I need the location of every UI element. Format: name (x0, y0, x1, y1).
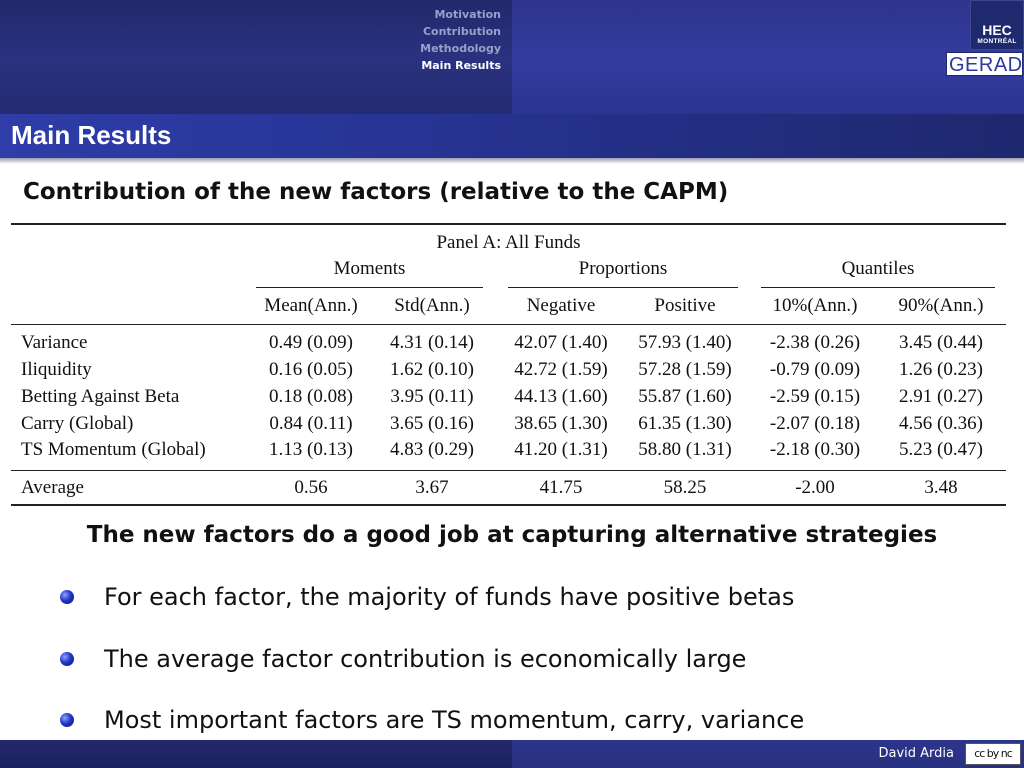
table-cell: 0.84 (0.11) (269, 413, 353, 434)
creative-commons-badge: cc by nc (965, 743, 1021, 765)
hec-montreal-logo: HEC MONTRÉAL (970, 0, 1024, 50)
table-cell: 3.95 (0.11) (390, 386, 474, 407)
average-cell: -2.00 (795, 477, 835, 498)
group-rule-quantiles (761, 287, 995, 288)
table-cell: 4.31 (0.14) (390, 332, 474, 353)
average-cell: 3.67 (415, 477, 449, 498)
gerad-logo: GERAD (946, 52, 1023, 76)
table-cell: 41.20 (1.31) (514, 439, 608, 460)
footer-right-panel (512, 740, 1024, 768)
average-cell: 58.25 (663, 477, 707, 498)
average-cell: 0.56 (294, 477, 328, 498)
header-right-panel (512, 0, 1024, 114)
header-bottom-rule (11, 324, 1006, 325)
hec-logo-text: HEC (982, 22, 1012, 38)
footer-author: David Ardia (878, 746, 954, 761)
table-cell: 1.26 (0.23) (899, 359, 983, 380)
table-cell: 4.56 (0.36) (899, 413, 983, 434)
gerad-logo-text: GERAD (949, 54, 1023, 76)
table-cell: 61.35 (1.30) (638, 413, 732, 434)
row-label: Carry (Global) (21, 413, 134, 434)
results-table: Panel A: All Funds Moments Proportions Q… (11, 222, 1006, 506)
group-rule-proportions (508, 287, 738, 288)
table-cell: 3.45 (0.44) (899, 332, 983, 353)
header-bar: Motivation Contribution Methodology Main… (0, 0, 1024, 114)
group-rule-moments (256, 287, 483, 288)
table-cell: -2.18 (0.30) (769, 439, 861, 460)
bullet-text: For each factor, the majority of funds h… (104, 583, 795, 611)
table-cell: 57.28 (1.59) (638, 359, 732, 380)
slide-subtitle: Contribution of the new factors (relativ… (23, 179, 729, 205)
key-finding-headline: The new factors do a good job at capturi… (86, 522, 938, 548)
table-cell: 0.49 (0.09) (269, 332, 353, 353)
average-cell: 41.75 (539, 477, 583, 498)
table-cell: 55.87 (1.60) (638, 386, 732, 407)
table-cell: 0.16 (0.05) (269, 359, 353, 380)
table-cell: 58.80 (1.31) (638, 439, 732, 460)
column-header-q90: 90%(Ann.) (898, 295, 984, 316)
table-cell: 38.65 (1.30) (514, 413, 608, 434)
row-label: Betting Against Beta (21, 386, 180, 407)
table-cell: 0.18 (0.08) (269, 386, 353, 407)
column-header-std: Std(Ann.) (394, 295, 470, 316)
group-header-proportions: Proportions (578, 258, 668, 279)
license-badge-text: cc by nc (974, 747, 1013, 760)
bullet-icon (60, 652, 74, 666)
table-cell: 1.13 (0.13) (269, 439, 353, 460)
row-label: TS Momentum (Global) (21, 439, 206, 460)
table-top-rule (11, 223, 1006, 225)
table-cell: 5.23 (0.47) (899, 439, 983, 460)
footer-left-panel (0, 740, 512, 768)
row-label: Variance (21, 332, 88, 353)
bullet-icon (60, 590, 74, 604)
nav-item-contribution[interactable]: Contribution (422, 25, 501, 38)
bullet-icon (60, 713, 74, 727)
group-header-moments: Moments (333, 258, 406, 279)
table-cell: -2.07 (0.18) (769, 413, 861, 434)
frame-title-bar (0, 114, 1024, 158)
table-cell: -2.59 (0.15) (769, 386, 861, 407)
table-cell: -0.79 (0.09) (769, 359, 861, 380)
table-cell: 44.13 (1.60) (514, 386, 608, 407)
section-navigation: Motivation Contribution Methodology Main… (420, 6, 501, 74)
row-label: Iliquidity (21, 359, 92, 380)
title-bar-shadow (0, 158, 1024, 164)
table-cell: 1.62 (0.10) (390, 359, 474, 380)
nav-item-main-results[interactable]: Main Results (421, 59, 501, 72)
table-cell: 2.91 (0.27) (899, 386, 983, 407)
column-header-mean: Mean(Ann.) (264, 295, 358, 316)
body-bottom-rule (11, 470, 1006, 471)
frame-title: Main Results (11, 120, 172, 150)
table-cell: -2.38 (0.26) (769, 332, 861, 353)
header-left-panel (0, 0, 512, 114)
table-cell: 42.07 (1.40) (514, 332, 608, 353)
montreal-logo-text: MONTRÉAL (977, 38, 1017, 45)
table-cell: 57.93 (1.40) (638, 332, 732, 353)
bullet-text: Most important factors are TS momentum, … (104, 706, 805, 734)
footer-bar (0, 740, 1024, 768)
column-header-q10: 10%(Ann.) (772, 295, 858, 316)
panel-title: Panel A: All Funds (436, 232, 581, 253)
table-cell: 3.65 (0.16) (390, 413, 474, 434)
average-cell: 3.48 (924, 477, 958, 498)
table-cell: 42.72 (1.59) (514, 359, 608, 380)
table-cell: 4.83 (0.29) (390, 439, 474, 460)
nav-item-motivation[interactable]: Motivation (434, 8, 501, 21)
group-header-quantiles: Quantiles (841, 258, 915, 279)
bullet-text: The average factor contribution is econo… (104, 645, 747, 673)
average-row-label: Average (21, 477, 84, 498)
nav-item-methodology[interactable]: Methodology (420, 42, 501, 55)
column-header-positive: Positive (654, 295, 716, 316)
column-header-negative: Negative (526, 295, 596, 316)
table-bottom-rule (11, 504, 1006, 506)
